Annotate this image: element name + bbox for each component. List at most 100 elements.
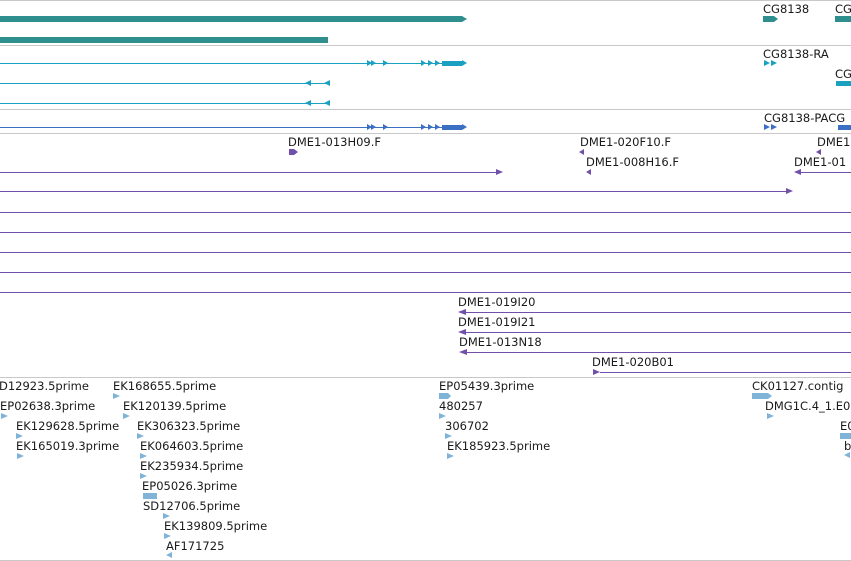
clone-label[interactable]: DME1-020B01 bbox=[592, 355, 674, 369]
transcript-intron-line bbox=[0, 83, 330, 84]
protein-segment[interactable] bbox=[838, 125, 851, 130]
transcript-intron-line bbox=[0, 103, 330, 104]
est-feature[interactable] bbox=[767, 413, 774, 419]
est-feature[interactable] bbox=[113, 393, 120, 399]
protein-arrow bbox=[383, 124, 388, 130]
clone-label[interactable]: DME1-01 bbox=[794, 155, 847, 169]
exon-arrow bbox=[371, 60, 376, 66]
protein-label[interactable]: CG8138-PACG bbox=[764, 111, 846, 125]
est-label[interactable]: b bbox=[844, 439, 851, 453]
est-label[interactable]: E0 bbox=[840, 419, 851, 433]
clone-label[interactable]: DME1-013N18 bbox=[459, 335, 542, 349]
est-arrow bbox=[448, 392, 451, 399]
est-label[interactable]: EK306323.5prime bbox=[137, 419, 241, 433]
est-label[interactable]: EP05439.3prime bbox=[439, 379, 535, 393]
est-label[interactable]: EK120139.5prime bbox=[123, 399, 227, 413]
clone-label[interactable]: DME1-019I21 bbox=[458, 315, 536, 329]
transcript-exon[interactable] bbox=[836, 81, 851, 86]
est-feature[interactable] bbox=[439, 413, 446, 419]
clone-span bbox=[600, 372, 851, 373]
clone-span bbox=[0, 232, 851, 233]
est-feature[interactable] bbox=[1, 413, 8, 419]
clone-span bbox=[0, 292, 851, 293]
protein-arrow bbox=[764, 124, 770, 130]
clone-arrow bbox=[496, 168, 503, 175]
gene-label[interactable]: CG bbox=[835, 2, 851, 16]
clone-span bbox=[467, 352, 851, 353]
est-arrow bbox=[768, 392, 772, 399]
clone-end[interactable] bbox=[289, 149, 294, 155]
protein-arrow bbox=[428, 124, 433, 130]
est-feature[interactable] bbox=[164, 533, 171, 539]
protein-arrow bbox=[421, 124, 426, 130]
est-label[interactable]: AF171725 bbox=[166, 539, 225, 553]
est-feature[interactable] bbox=[123, 413, 130, 419]
est-feature[interactable] bbox=[752, 393, 768, 399]
clone-label[interactable]: DME1-020F10.F bbox=[580, 135, 671, 149]
track-separator bbox=[0, 0, 851, 1]
exon-arrow bbox=[421, 60, 426, 66]
gene-feature[interactable] bbox=[0, 37, 328, 43]
clone-arrow-reverse bbox=[816, 148, 821, 155]
transcript-exon[interactable] bbox=[442, 61, 462, 66]
est-label[interactable]: SD12706.5prime bbox=[143, 499, 241, 513]
est-feature[interactable] bbox=[445, 433, 452, 439]
clone-label[interactable]: DME1-019I20 bbox=[458, 295, 536, 309]
est-feature[interactable] bbox=[17, 453, 24, 459]
exon-arrow bbox=[367, 60, 372, 66]
est-label[interactable]: EK165019.3prime bbox=[16, 439, 120, 453]
exon-arrow bbox=[383, 60, 388, 66]
clone-span bbox=[0, 252, 851, 253]
est-feature[interactable] bbox=[140, 473, 147, 479]
clone-span bbox=[466, 332, 851, 333]
transcript-intron-line bbox=[0, 63, 444, 64]
est-feature[interactable] bbox=[140, 453, 147, 459]
gene-feature[interactable] bbox=[835, 16, 851, 22]
est-label[interactable]: DMG1C.4_1.E0 bbox=[765, 399, 851, 413]
protein-segment[interactable] bbox=[442, 125, 462, 130]
track-separator bbox=[0, 133, 851, 134]
est-label[interactable]: EP02638.3prime bbox=[0, 399, 96, 413]
est-label[interactable]: CK01127.contig bbox=[752, 379, 844, 393]
est-label[interactable]: EK185923.5prime bbox=[447, 439, 551, 453]
est-label[interactable]: EK235934.5prime bbox=[140, 459, 244, 473]
track-separator bbox=[0, 109, 851, 110]
transcript-label[interactable]: CG8138-RA bbox=[763, 47, 829, 61]
clone-label[interactable]: DME1-013H09.F bbox=[288, 135, 382, 149]
est-label[interactable]: EP05026.3prime bbox=[142, 479, 238, 493]
est-label[interactable]: 480257 bbox=[439, 399, 483, 413]
est-feature[interactable] bbox=[163, 513, 170, 519]
clone-label[interactable]: DME1-008H16.F bbox=[586, 155, 680, 169]
est-label[interactable]: EK129628.5prime bbox=[16, 419, 120, 433]
transcript-label[interactable]: CG bbox=[835, 67, 851, 81]
protein-arrow bbox=[771, 124, 777, 130]
gene-direction-arrow bbox=[774, 15, 778, 22]
est-label[interactable]: EK139809.5prime bbox=[164, 519, 268, 533]
clone-arrow-reverse bbox=[458, 308, 466, 315]
exon-arrow bbox=[462, 60, 467, 66]
est-label[interactable]: D12923.5prime bbox=[0, 379, 89, 393]
est-label[interactable]: EK168655.5prime bbox=[113, 379, 217, 393]
est-feature-reverse[interactable] bbox=[844, 452, 850, 458]
gene-feature[interactable] bbox=[763, 16, 774, 22]
est-feature[interactable] bbox=[840, 433, 851, 439]
clone-arrow-reverse bbox=[579, 148, 584, 155]
est-feature[interactable] bbox=[439, 393, 448, 399]
clone-arrow bbox=[593, 368, 600, 375]
est-feature[interactable] bbox=[137, 433, 144, 439]
est-feature[interactable] bbox=[143, 493, 157, 499]
est-feature[interactable] bbox=[16, 433, 23, 439]
exon-arrow-reverse bbox=[305, 100, 311, 106]
clone-span bbox=[0, 172, 497, 173]
clone-label[interactable]: DME1 bbox=[817, 135, 851, 149]
exon-arrow bbox=[428, 60, 433, 66]
clone-arrow bbox=[786, 187, 793, 194]
est-label[interactable]: 306702 bbox=[445, 419, 489, 433]
gene-feature[interactable] bbox=[0, 16, 462, 22]
gene-label[interactable]: CG8138 bbox=[763, 2, 810, 16]
est-label[interactable]: EK064603.5prime bbox=[140, 439, 244, 453]
exon-arrow bbox=[435, 60, 440, 66]
clone-span bbox=[0, 191, 788, 192]
est-feature-reverse[interactable] bbox=[166, 552, 172, 558]
est-feature[interactable] bbox=[447, 453, 454, 459]
